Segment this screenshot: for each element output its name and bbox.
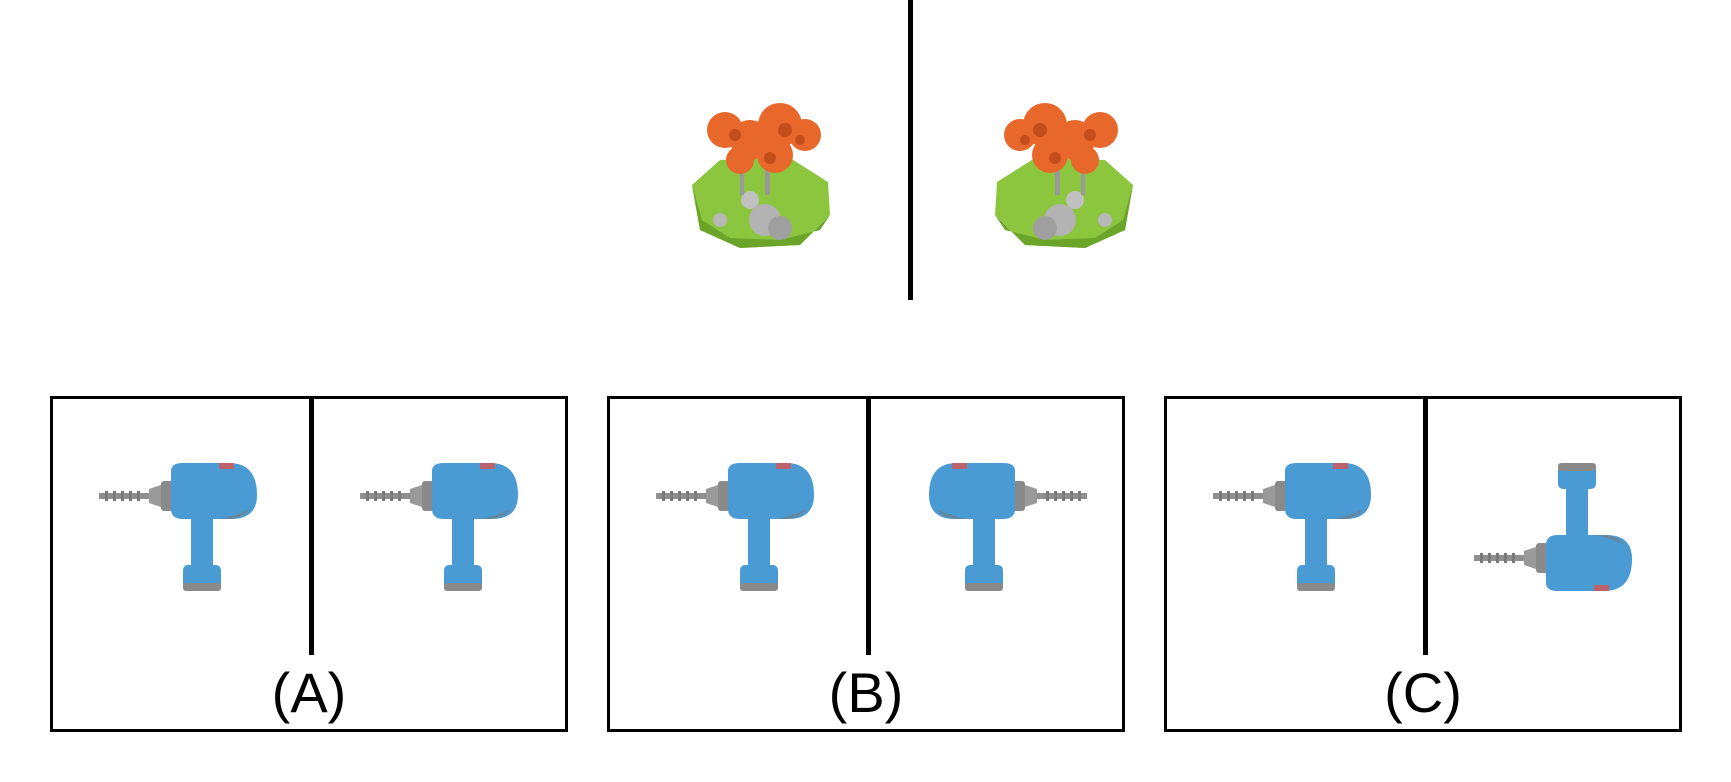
reference-divider	[908, 0, 913, 300]
drill-left	[1213, 463, 1371, 591]
drill-right	[360, 463, 518, 591]
option-panel-c[interactable]: (C)	[1164, 396, 1682, 732]
panel-divider	[1423, 399, 1428, 655]
option-panel-a[interactable]: (A)	[50, 396, 568, 732]
drill-right-mirrored	[929, 463, 1087, 591]
option-label: (C)	[1384, 661, 1462, 724]
panel-divider	[309, 399, 314, 655]
drill-right-rotated	[1474, 463, 1632, 591]
tree-island-left	[692, 103, 830, 248]
panel-divider	[866, 399, 871, 655]
drill-left	[656, 463, 814, 591]
option-label: (B)	[828, 661, 904, 724]
tree-island-right	[995, 103, 1133, 248]
drill-left	[99, 463, 257, 591]
option-label: (A)	[271, 661, 347, 724]
option-panel-b[interactable]: (B)	[607, 396, 1125, 732]
